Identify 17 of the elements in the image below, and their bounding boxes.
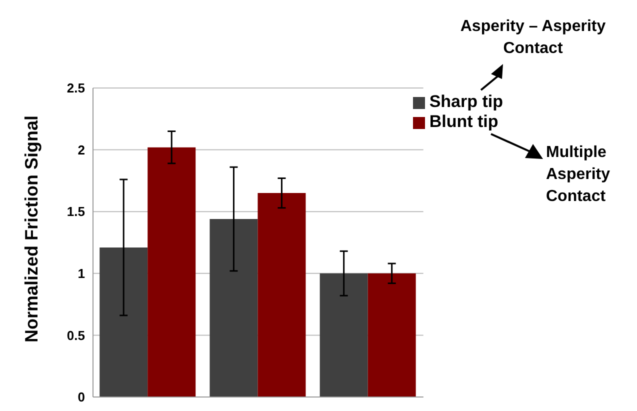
y-tick-label: 0 <box>78 390 85 405</box>
text: Asperity – Asperity Contact <box>459 17 607 59</box>
text: Multiple Asperity Contact <box>546 143 612 207</box>
y-tick-label: 2.5 <box>66 80 85 96</box>
y-tick-label: 0.5 <box>66 328 85 343</box>
y-tick-label: 1 <box>78 266 85 282</box>
legend-label: Blunt tip <box>429 112 498 131</box>
bar <box>320 273 368 397</box>
y-tick-label: 2 <box>78 142 85 158</box>
bar <box>258 193 306 397</box>
y-axis-title: Normalized Friction Signal <box>21 115 42 342</box>
bar <box>368 273 416 397</box>
bar <box>100 247 148 397</box>
legend-label: Sharp tip <box>429 92 503 111</box>
y-tick-label: 1.5 <box>66 204 85 220</box>
bar <box>210 219 258 397</box>
bar <box>148 147 196 397</box>
